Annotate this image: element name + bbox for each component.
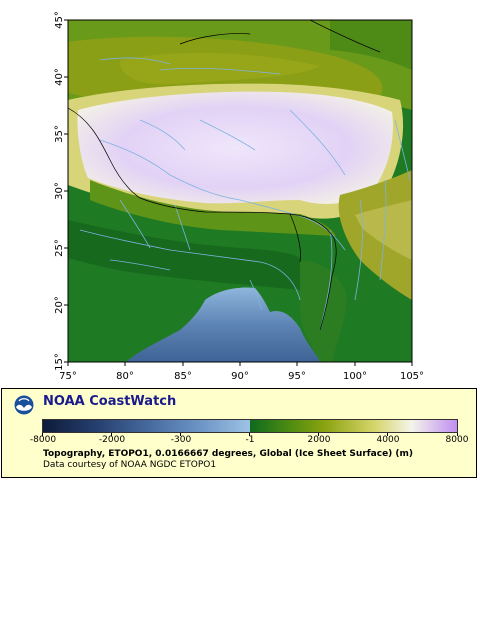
lat-tick-label: 40° (54, 68, 65, 86)
colorbar-tick-mark (457, 433, 458, 436)
eastern-ridges (355, 200, 412, 260)
lat-tick-label: 30° (54, 182, 65, 200)
lon-tick-label: 80° (116, 371, 134, 382)
gangetic-plain (68, 220, 300, 290)
colorbar-topography (250, 420, 457, 432)
legend-panel: NOAA CoastWatch -8000 -2000 -300 -1 2000… (1, 388, 477, 478)
lon-tick-label: 90° (231, 371, 249, 382)
northeast-terrain (330, 20, 412, 70)
colorbar (42, 419, 458, 433)
country-borders (68, 20, 381, 331)
lon-tick-label: 85° (174, 371, 192, 382)
myanmar-lowland (300, 260, 347, 362)
lon-tick-label: 95° (288, 371, 306, 382)
colorbar-tick-mark (249, 433, 250, 436)
lat-tick-label: 15° (54, 353, 65, 371)
colorbar-tick-label: -2000 (98, 435, 126, 445)
lat-tick-label: 45° (54, 11, 65, 29)
colorbar-tick-label: -300 (170, 435, 192, 445)
river-network (79, 57, 411, 331)
lat-axis: 45° 40° 35° 30° 25° 20° 15° (54, 11, 68, 371)
lon-axis: 75° 80° 85° 90° 95° 100° 105° (59, 362, 424, 382)
bay-of-bengal (126, 287, 322, 362)
map-plot-area (68, 20, 412, 362)
colorbar-tick-label: 8000 (445, 435, 469, 445)
data-credit: Data courtesy of NOAA NGDC ETOPO1 (43, 460, 217, 470)
brand-title: NOAA CoastWatch (43, 394, 177, 409)
colorbar-bathymetry (43, 420, 250, 432)
lat-tick-label: 20° (54, 296, 65, 314)
colorbar-tick-mark (42, 433, 43, 436)
himalayan-foothills (90, 180, 336, 236)
dataset-caption: Topography, ETOPO1, 0.0166667 degrees, G… (43, 449, 414, 459)
colorbar-tick-label: 2000 (307, 435, 331, 445)
colorbar-tick-mark (318, 433, 319, 436)
basin-center (119, 52, 321, 85)
noaa-logo-icon (14, 395, 34, 415)
lon-tick-label: 100° (343, 371, 367, 382)
colorbar-tick-mark (180, 433, 181, 436)
lon-tick-label: 75° (59, 371, 77, 382)
tibetan-plateau (77, 91, 394, 204)
colorbar-tick-mark (111, 433, 112, 436)
colorbar-tick-mark (387, 433, 388, 436)
map-svg: 45° 40° 35° 30° 25° 20° 15° 75° 80° 85° … (54, 11, 424, 382)
colorbar-tick-label: -8000 (29, 435, 57, 445)
lon-tick-label: 105° (400, 371, 424, 382)
lat-tick-label: 25° (54, 239, 65, 257)
colorbar-tick-label: -1 (245, 435, 255, 445)
map-figure: 45° 40° 35° 30° 25° 20° 15° 75° 80° 85° … (54, 11, 424, 382)
lat-tick-label: 35° (54, 125, 65, 143)
colorbar-tick-label: 4000 (376, 435, 400, 445)
